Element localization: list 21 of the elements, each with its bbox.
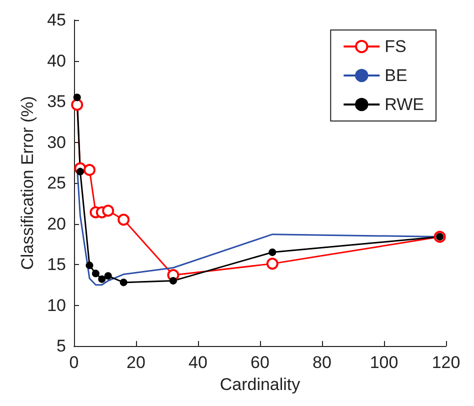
x-tick-label: 20 [126, 353, 146, 372]
y-tick-label: 30 [47, 132, 66, 152]
x-tick-label: 100 [370, 353, 398, 372]
y-tick-label: 20 [47, 214, 66, 234]
x-axis-title: Cardinality [220, 374, 301, 394]
y-tick-label: 35 [47, 92, 66, 111]
legend-label: FS [384, 37, 406, 56]
legend-label: RWE [384, 95, 424, 114]
x-tick-label: 40 [188, 353, 208, 372]
legend-label: BE [384, 66, 408, 85]
x-tick-label: 80 [312, 353, 332, 372]
y-tick-label: 5 [56, 336, 66, 356]
y-tick-label: 40 [47, 51, 66, 70]
x-tick-label: 0 [69, 353, 79, 372]
y-tick-label: 10 [47, 296, 66, 315]
x-tick-label: 60 [250, 353, 270, 372]
y-tick-label: 25 [47, 174, 66, 192]
x-tick-label: 120 [432, 353, 460, 372]
y-tick-label: 15 [47, 255, 66, 274]
y-tick-label: 45 [47, 10, 66, 30]
y-axis-title: Classification Error (%) [18, 96, 38, 270]
